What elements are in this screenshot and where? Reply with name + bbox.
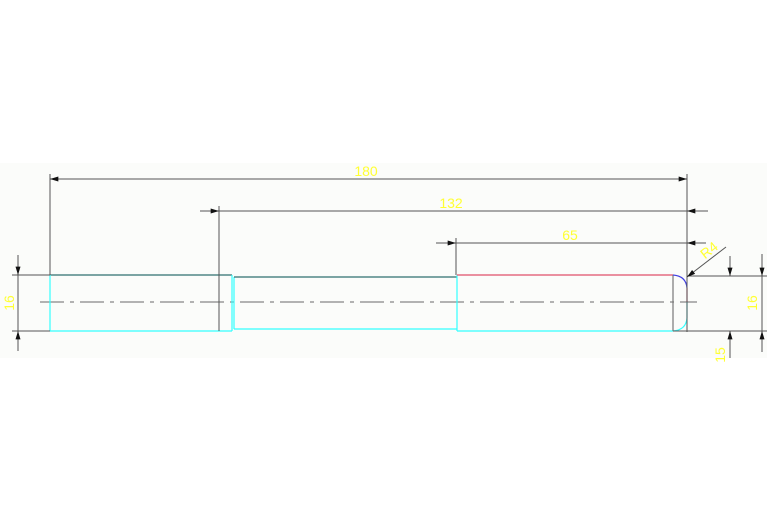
dim-15-text: 15 xyxy=(712,347,728,363)
extension-lines xyxy=(12,174,767,332)
shaft-outline xyxy=(49,274,688,332)
r4-leader xyxy=(686,246,727,278)
dim-right-16-text: 16 xyxy=(744,295,760,311)
dim-left-16-text: 16 xyxy=(1,295,17,311)
dim-132-text: 132 xyxy=(439,195,463,211)
drawing-area xyxy=(0,163,767,358)
dimension-lines xyxy=(15,176,765,358)
dim-180-text: 180 xyxy=(354,163,378,179)
dim-65-text: 65 xyxy=(562,227,578,243)
